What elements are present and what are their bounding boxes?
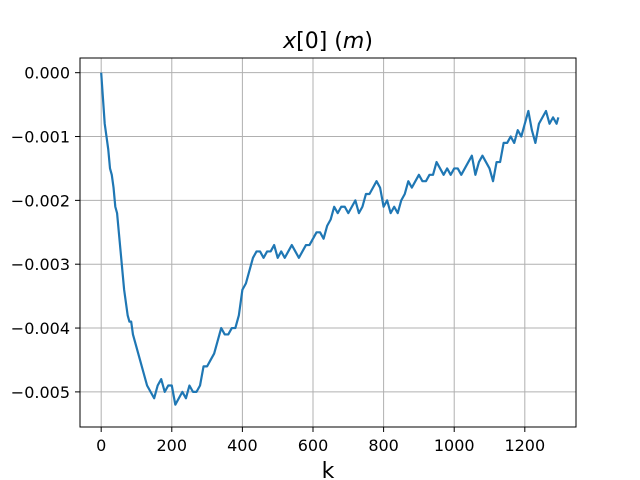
series-layer bbox=[100, 72, 560, 406]
x-tick-label: 1200 bbox=[504, 436, 545, 455]
y-tick-label: −0.004 bbox=[11, 319, 70, 338]
x-tick-label: 400 bbox=[227, 436, 258, 455]
series-line bbox=[100, 72, 560, 406]
x-tick-label: 600 bbox=[298, 436, 329, 455]
y-tick-label: −0.003 bbox=[11, 255, 70, 274]
plot-frame bbox=[79, 57, 577, 428]
x-tick-label: 200 bbox=[157, 436, 188, 455]
x-axis-label: k bbox=[322, 459, 335, 480]
title-close: ) bbox=[364, 29, 373, 54]
title-variable: x bbox=[282, 29, 297, 54]
chart-title: x[0] (m) bbox=[282, 29, 373, 54]
axis-ticks: 0 200 400 600 800 1000 1200 0.000 −0.001 −0.002 −0… bbox=[11, 64, 545, 455]
title-index: [0] bbox=[296, 29, 327, 54]
title-space: ( bbox=[327, 29, 343, 54]
grid bbox=[80, 58, 576, 427]
x-tick-label: 1000 bbox=[434, 436, 475, 455]
title-unit: m bbox=[343, 29, 364, 54]
y-tick-label: −0.002 bbox=[11, 191, 70, 210]
y-tick-label: 0.000 bbox=[24, 64, 70, 83]
x-tick-label: 800 bbox=[368, 436, 399, 455]
y-tick-label: −0.001 bbox=[11, 128, 70, 147]
x-tick-label: 0 bbox=[96, 436, 106, 455]
y-tick-label: −0.005 bbox=[11, 383, 70, 402]
